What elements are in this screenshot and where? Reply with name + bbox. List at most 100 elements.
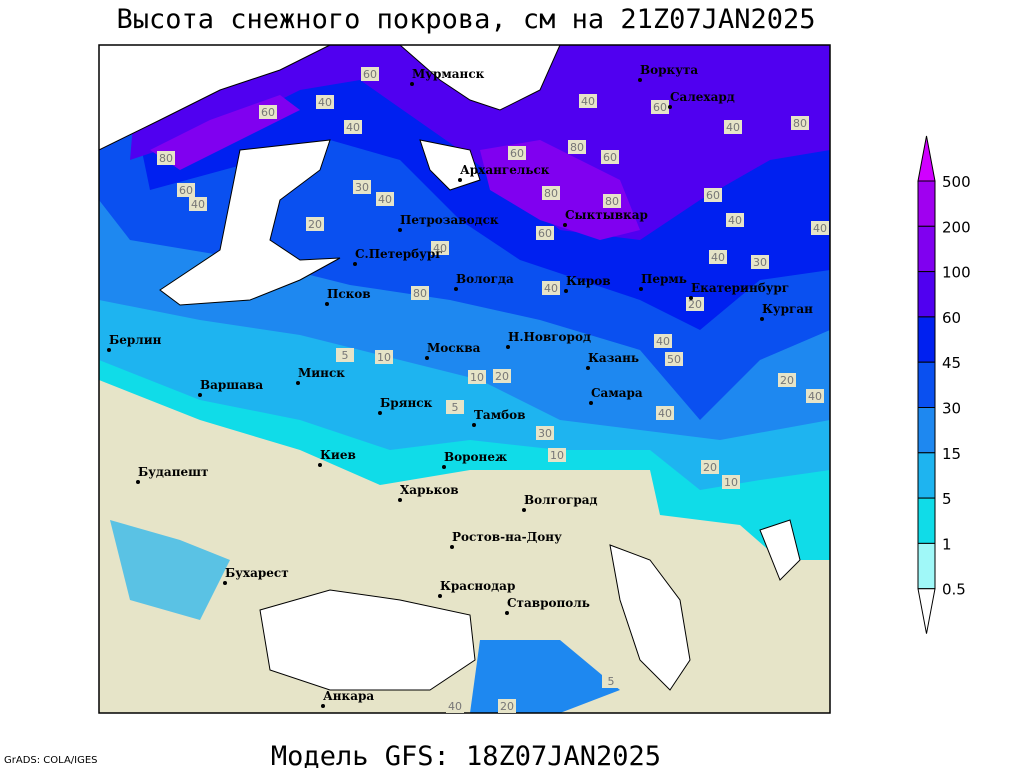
city-dot	[398, 228, 402, 232]
contour-label-box	[542, 281, 560, 295]
city-dot	[318, 463, 322, 467]
snow-zone	[130, 45, 830, 240]
contour-label: 20	[703, 461, 717, 474]
contour-label-box	[446, 699, 464, 713]
city-dot	[506, 345, 510, 349]
contour-label-box	[568, 140, 586, 154]
city-label: Воронеж	[444, 450, 507, 464]
contour-label-box	[344, 120, 362, 134]
city-label: Екатеринбург	[691, 281, 789, 295]
contour-label-box	[701, 460, 719, 474]
city-label: Мурманск	[412, 67, 485, 81]
contour-label-box	[336, 348, 354, 362]
contour-label: 40	[378, 193, 392, 206]
city-dot	[589, 401, 593, 405]
contour-label-box	[189, 197, 207, 211]
city-dot	[458, 178, 462, 182]
contour-label: 30	[355, 181, 369, 194]
colorbar-box	[917, 271, 936, 318]
colorbar-cap	[917, 588, 936, 634]
contour-label: 30	[538, 427, 552, 440]
credit: GrADS: COLA/IGES	[4, 755, 98, 766]
city-dot	[398, 498, 402, 502]
colorbar-label: 30	[942, 400, 961, 418]
city-label: Харьков	[400, 483, 459, 497]
title: Высота снежного покрова, см на 21Z07JAN2…	[117, 4, 816, 35]
contour-label-box	[536, 426, 554, 440]
city-label: Берлин	[109, 333, 162, 347]
contour-label-box	[498, 699, 516, 713]
contour-label: 40	[544, 282, 558, 295]
contour-label-box	[651, 100, 669, 114]
contour-label: 80	[544, 187, 558, 200]
contour-label-box	[446, 400, 464, 414]
contour-label: 10	[724, 476, 738, 489]
city-dot	[564, 289, 568, 293]
contour-label-box	[603, 194, 621, 208]
city-dot	[410, 82, 414, 86]
city-dot	[223, 581, 227, 585]
colorbar-box	[917, 225, 936, 273]
contour-label: 80	[413, 287, 427, 300]
contour-label: 40	[711, 251, 725, 264]
contour-label: 20	[308, 218, 322, 231]
contour-label-box	[316, 95, 334, 109]
contour-label-box	[704, 188, 722, 202]
city-dot	[438, 594, 442, 598]
sea	[259, 589, 476, 691]
contour-label: 40	[808, 390, 822, 403]
contour-label-box	[468, 370, 486, 384]
contour-label: 5	[608, 675, 615, 688]
city-label: Будапешт	[138, 465, 208, 479]
contour-label-box	[157, 151, 175, 165]
city-dot	[353, 262, 357, 266]
contour-label-box	[542, 186, 560, 200]
city-label: Минск	[298, 366, 345, 380]
contour-label-box	[686, 297, 704, 311]
city-dot	[442, 465, 446, 469]
city-dot	[107, 348, 111, 352]
colorbar-label: 60	[942, 309, 961, 327]
sea	[159, 139, 341, 306]
contour-label: 40	[813, 222, 827, 235]
contour-label: 80	[159, 152, 173, 165]
contour-label-box	[259, 105, 277, 119]
city-label: Брянск	[380, 396, 433, 410]
colorbar-box	[917, 542, 936, 590]
colorbar-box	[917, 316, 936, 363]
city-label: Псков	[327, 287, 371, 301]
contour-label: 50	[667, 353, 681, 366]
contour-label: 60	[179, 184, 193, 197]
contour-label: 60	[653, 101, 667, 114]
city-label: Киев	[320, 448, 356, 462]
contour-label-box	[778, 373, 796, 387]
contour-label: 40	[318, 96, 332, 109]
city-label: Киров	[566, 274, 611, 288]
city-dot	[425, 356, 429, 360]
city-dot	[450, 545, 454, 549]
contour-label: 80	[570, 141, 584, 154]
contour-label-box	[724, 120, 742, 134]
city-dot	[472, 423, 476, 427]
city-label: Вологда	[456, 272, 514, 286]
city-dot	[198, 393, 202, 397]
contour-label: 40	[728, 214, 742, 227]
contour-label: 5	[342, 349, 349, 362]
city-dot	[689, 296, 693, 300]
contour-label-box	[548, 448, 566, 462]
colorbar: 500 200 100 60 45 30 15 5 1 0.5	[917, 135, 971, 634]
city-dot	[296, 381, 300, 385]
contour-label-box	[726, 213, 744, 227]
city-dot	[454, 287, 458, 291]
city-label: Архангельск	[460, 163, 550, 177]
city-dot	[321, 704, 325, 708]
contour-label: 60	[363, 68, 377, 81]
city-label: Волгоград	[524, 493, 597, 507]
contour-label-box	[306, 217, 324, 231]
city-dot	[639, 287, 643, 291]
contour-label-box	[376, 192, 394, 206]
city-dot	[522, 508, 526, 512]
colorbar-label: 0.5	[942, 581, 966, 599]
